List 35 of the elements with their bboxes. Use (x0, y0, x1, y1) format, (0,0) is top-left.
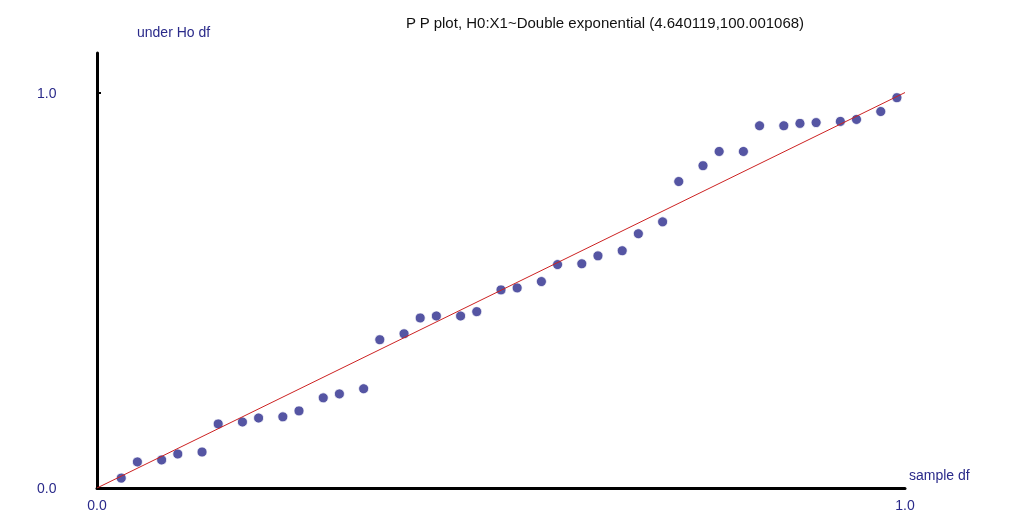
point (657, 216, 669, 228)
point (471, 306, 483, 318)
point (875, 106, 887, 118)
point (616, 245, 628, 257)
point (754, 120, 766, 132)
point (277, 411, 289, 423)
point (374, 334, 386, 346)
point (317, 392, 329, 404)
point (455, 310, 467, 322)
point (430, 310, 442, 322)
point (697, 160, 709, 172)
point (794, 117, 806, 129)
point (293, 405, 305, 417)
point (253, 412, 265, 424)
point (358, 383, 370, 395)
point (236, 416, 248, 428)
chart-title: P P plot, H0:X1~Double exponential (4.640119,100.001068) (405, 14, 805, 31)
point (810, 117, 822, 129)
point (713, 145, 725, 157)
point (196, 446, 208, 458)
point (212, 418, 224, 430)
point (576, 258, 588, 270)
point (535, 276, 547, 288)
point (333, 388, 345, 400)
point (414, 312, 426, 324)
point (737, 145, 749, 157)
point (592, 250, 604, 262)
point (632, 228, 644, 240)
point (511, 282, 523, 294)
point (673, 176, 685, 188)
point (131, 456, 143, 468)
point (172, 448, 184, 460)
y-axis-title: under Ho df (137, 24, 211, 40)
point (778, 120, 790, 132)
x-axis-title: sample df (909, 467, 970, 483)
